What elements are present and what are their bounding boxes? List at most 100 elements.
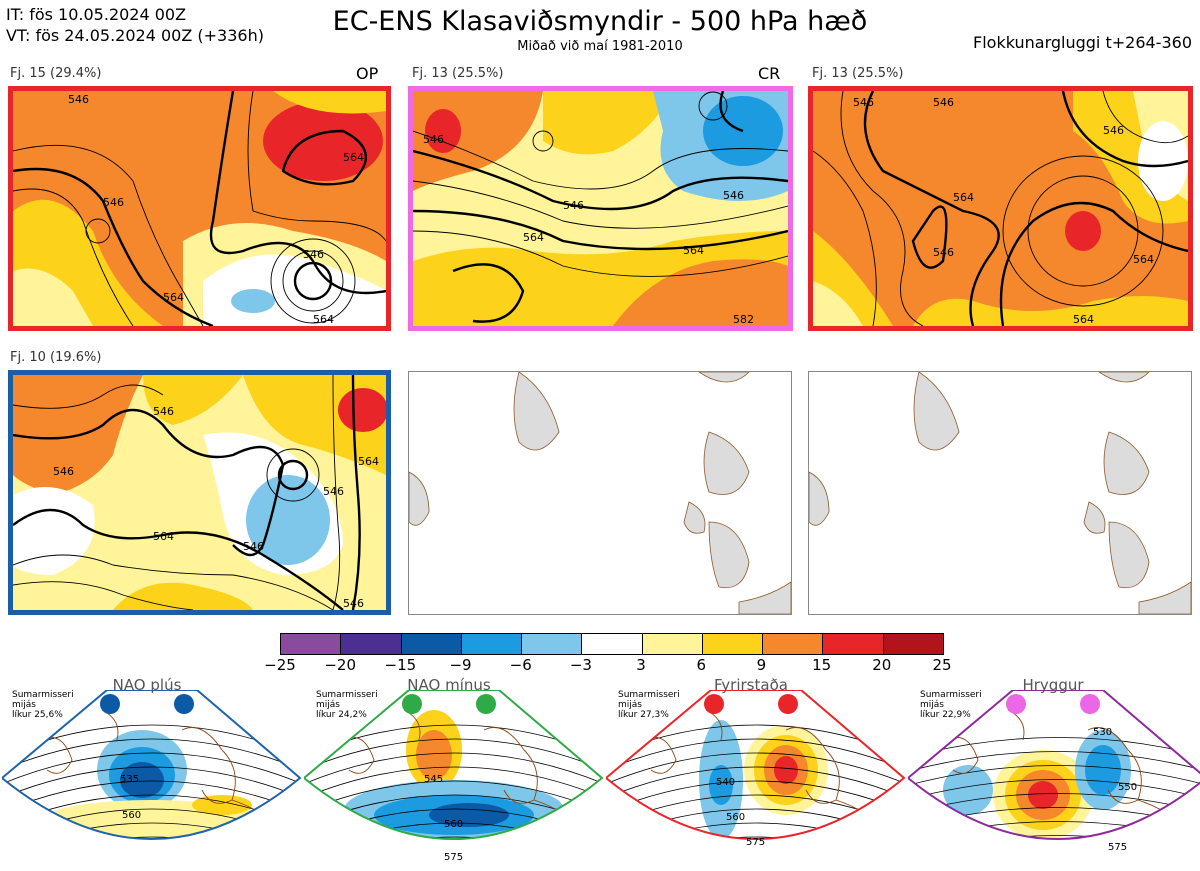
regime-border (908, 690, 1200, 840)
coastline (645, 709, 887, 831)
cluster-2-contour-4: 546 (723, 189, 744, 202)
regime-dot (704, 694, 724, 714)
colorbar-tick-label: 9 (756, 656, 767, 674)
height-contour (2, 752, 300, 789)
colorbar-segment (763, 634, 824, 654)
regime-dot (476, 694, 496, 714)
regime-contour-label: 560 (726, 812, 745, 823)
regime-contour-label: 575 (1108, 842, 1127, 853)
valid-time: VT: fös 24.05.2024 00Z (+336h) (6, 26, 264, 45)
regime-panel: 540 560 575 Fyrirstaða Sumarmisseri mijás líku… (606, 676, 906, 870)
height-contour (304, 766, 602, 803)
regime-contour-label: 575 (746, 837, 765, 848)
colorbar-tick-label: 6 (696, 656, 707, 674)
height-contour (304, 752, 602, 789)
colorbar-segment (461, 634, 523, 654)
height-contour (304, 738, 602, 775)
height-contour (606, 752, 904, 789)
cluster-4-map: 546 546 546 546 564 564 546 (8, 370, 391, 615)
regime-info: Sumarmisseri mijás líkur 24,2% (316, 690, 378, 720)
page-subtitle: Miðað við maí 1981-2010 (517, 39, 683, 54)
regime-contour-label: 535 (120, 774, 139, 785)
regime-mean: mijás (12, 700, 36, 710)
cluster-1-contour-3: 564 (163, 291, 184, 304)
cluster-3-contour-5: 564 (1133, 253, 1154, 266)
regime-panel: 530 550 575 Hryggur Sumarmisseri mijás líkur 2… (908, 676, 1200, 871)
cluster-3-label: Fj. 13 (25.5%) (812, 66, 904, 81)
header-times: IT: fös 10.05.2024 00Z VT: fös 24.05.202… (6, 4, 264, 46)
height-contour (2, 822, 300, 839)
regime-contour-label: 575 (444, 852, 463, 863)
height-contour (908, 765, 1200, 789)
colorbar-segment (642, 634, 703, 654)
colorbar (280, 633, 944, 655)
regime-dot (1080, 694, 1100, 714)
regime-panel: 545 560 575 NAO mínus Sumarmisseri mijás líkur… (304, 676, 604, 870)
cluster-3-contour-3: 546 (933, 246, 954, 259)
anomaly-blob (1023, 855, 1053, 865)
cluster-1-contour-4: 564 (343, 151, 364, 164)
anomaly-blob (192, 795, 252, 815)
regime-name: NAO plús (112, 676, 182, 694)
anomaly-blob (1085, 745, 1121, 795)
regime-contour-label: 560 (444, 819, 463, 830)
cluster-2-contour-5: 582 (733, 313, 754, 326)
regime-season: Sumarmisseri (316, 690, 378, 700)
cluster-3-contour-0: 546 (853, 96, 874, 109)
cluster-3-map: 546 546 546 546 564 564 564 (808, 86, 1193, 331)
height-contour (304, 822, 602, 839)
regime-contour-label: 530 (1093, 727, 1112, 738)
cluster-2-contour-3: 564 (683, 244, 704, 257)
anomaly-blob (774, 756, 798, 784)
coastline (343, 709, 585, 831)
cluster-1-contour-1: 546 (303, 248, 324, 261)
colorbar-tick-label: −6 (509, 656, 532, 674)
regime-border (304, 690, 604, 840)
regime-name: Hryggur (1022, 676, 1084, 694)
height-contour (908, 751, 1200, 775)
cluster-3-contour-4: 564 (953, 191, 974, 204)
height-contour (908, 850, 1200, 871)
cluster-3-contour-1: 546 (933, 96, 954, 109)
regime-season: Sumarmisseri (12, 690, 74, 700)
height-contour (908, 835, 1200, 839)
anomaly-blob (416, 730, 452, 780)
cluster-window: Flokkunargluggi t+264-360 (973, 33, 1192, 52)
cluster-4-contour-2: 546 (323, 485, 344, 498)
regime-info: Sumarmisseri mijás líkur 25,6% (12, 690, 74, 720)
height-contour (606, 836, 904, 839)
colorbar-segment (281, 634, 342, 654)
cluster-1-contour-5: 564 (313, 313, 334, 326)
regime-season: Sumarmisseri (920, 690, 982, 700)
cluster-2-label: Fj. 13 (25.5%) (412, 66, 504, 81)
height-contour (2, 836, 300, 839)
cluster-1-tag: OP (356, 64, 379, 83)
cluster-4-contour-3: 546 (243, 540, 264, 553)
cluster-2-contour-1: 546 (563, 199, 584, 212)
cluster-4-contour-5: 564 (358, 455, 379, 468)
cluster-4-contour-1: 546 (53, 465, 74, 478)
cluster-3-contour-6: 564 (1073, 313, 1094, 326)
cluster-2-map: 546 546 564 564 546 582 (408, 86, 793, 331)
cluster-1-contour-2: 546 (68, 93, 89, 106)
regime-mean: mijás (618, 700, 642, 710)
regime-prob: líkur 24,2% (316, 710, 367, 720)
init-time: IT: fös 10.05.2024 00Z (6, 5, 187, 24)
cluster-4-contour-0: 546 (153, 405, 174, 418)
colorbar-tick-label: 3 (636, 656, 646, 674)
regime-contour-label: 540 (716, 777, 735, 788)
cluster-1-label: Fj. 15 (29.4%) (10, 66, 102, 81)
regime-mean: mijás (920, 700, 944, 710)
regime-dot (402, 694, 422, 714)
empty-map-panel-1 (408, 371, 792, 615)
height-contour (606, 738, 904, 775)
regime-border (2, 690, 302, 840)
anomaly-blob (709, 765, 733, 805)
regime-name: Fyrirstaða (714, 676, 788, 694)
height-contour (304, 836, 602, 839)
cluster-4-label: Fj. 10 (19.6%) (10, 350, 102, 365)
height-contour (2, 766, 300, 803)
regime-dot (174, 694, 194, 714)
cluster-4-contour-6: 546 (343, 597, 364, 610)
colorbar-tick-label: −3 (569, 656, 592, 674)
